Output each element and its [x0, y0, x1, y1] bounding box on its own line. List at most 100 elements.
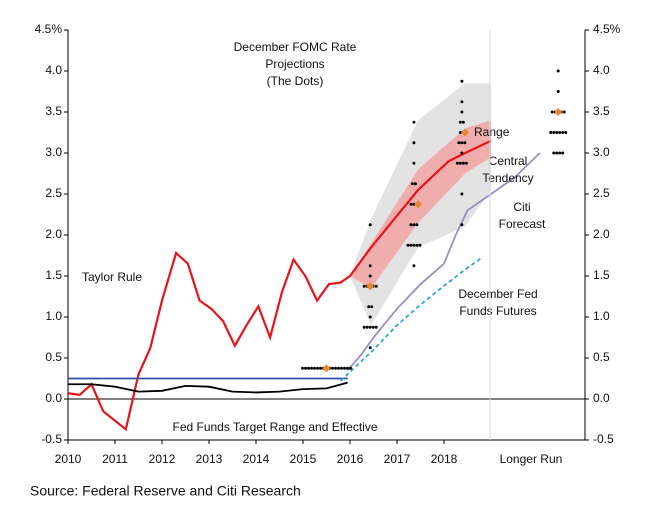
projection-dot — [558, 131, 562, 134]
projection-dot — [368, 274, 372, 278]
projection-dot — [367, 305, 371, 309]
projection-dot — [409, 202, 413, 206]
projection-dot — [464, 161, 468, 165]
y-tick-label: 0.5 — [45, 350, 62, 364]
projection-dot — [555, 131, 559, 134]
y-tick-label: 0.0 — [45, 391, 62, 405]
median-diamond — [554, 108, 563, 116]
projection-dot — [562, 110, 566, 114]
projection-dot — [460, 192, 464, 196]
median-diamond — [461, 128, 470, 137]
y-tick-label: 2.0 — [45, 227, 62, 241]
projection-dot — [556, 90, 560, 93]
projection-dot — [412, 223, 416, 227]
y-tick-label: 4.0 — [45, 63, 62, 77]
x-tick-label: 2012 — [149, 452, 176, 466]
projection-dot — [460, 223, 464, 227]
projection-dot — [552, 151, 556, 155]
projection-dot — [340, 366, 343, 370]
series-line — [68, 381, 348, 394]
projection-dot — [331, 366, 334, 370]
annotation: Central Tendency — [482, 154, 533, 185]
y2-tick-label: 4.5% — [593, 22, 621, 36]
x-tick-label: 2010 — [55, 452, 82, 466]
projection-dot — [316, 366, 319, 370]
y2-tick-label: 1.5 — [593, 268, 610, 282]
projection-dot — [413, 182, 417, 186]
median-diamond — [414, 200, 423, 209]
x-tick-label: 2014 — [243, 452, 270, 466]
y2-tick-label: 1.0 — [593, 309, 610, 323]
projection-dot — [556, 69, 560, 73]
projection-dot — [555, 151, 559, 155]
series-line — [339, 257, 483, 382]
projection-dot — [561, 151, 565, 155]
projection-dot — [362, 284, 366, 288]
projection-dot — [406, 243, 410, 247]
projection-dot — [304, 366, 307, 370]
projection-dot — [307, 366, 310, 370]
y2-tick-label: 2.5 — [593, 186, 610, 200]
annotation: Range — [474, 125, 510, 139]
projection-dot — [457, 141, 461, 145]
projection-dot — [409, 243, 413, 247]
projection-dot — [412, 161, 416, 165]
projection-dot — [550, 110, 554, 114]
projection-dot — [564, 131, 568, 134]
y-tick-label: 2.5 — [45, 186, 62, 200]
series-line — [67, 139, 492, 432]
projection-dot — [368, 223, 372, 227]
projection-dot — [334, 366, 337, 370]
series-line — [346, 152, 541, 371]
x-tick-label: 2018 — [431, 452, 458, 466]
projection-dot — [349, 366, 352, 370]
projection-dot — [368, 264, 372, 268]
annotation: December FOMC Rate Projections (The Dots) — [234, 40, 357, 88]
y2-tick-label: 2.0 — [593, 227, 610, 241]
x-tick-label: 2013 — [196, 452, 223, 466]
projection-dot — [409, 223, 413, 227]
projection-dot — [368, 315, 372, 319]
projection-dot — [410, 182, 414, 186]
projection-dot — [549, 131, 553, 134]
projection-dot — [460, 110, 464, 114]
projection-dot — [368, 325, 372, 329]
annotation: Taylor Rule — [82, 270, 142, 284]
projection-dot — [362, 325, 366, 329]
projection-dot — [301, 366, 304, 370]
projection-dot — [455, 161, 459, 165]
projection-dot — [412, 264, 416, 268]
projection-dot — [418, 243, 422, 247]
projection-dot — [343, 366, 346, 370]
projection-dot — [461, 161, 465, 165]
projection-dot — [374, 325, 378, 329]
x-tick-label: 2017 — [384, 452, 411, 466]
y-tick-label: 4.5% — [35, 22, 63, 36]
projection-dot — [310, 366, 313, 370]
projection-dot — [412, 141, 416, 145]
projection-dot — [346, 366, 349, 370]
annotation: Citi Forecast — [499, 200, 546, 231]
projection-dot — [370, 305, 374, 309]
projection-dot — [313, 366, 316, 370]
y-tick-label: -0.5 — [41, 432, 62, 446]
annotation: Fed Funds Target Range and Effective — [172, 420, 377, 434]
projection-dot — [460, 100, 464, 104]
projection-dot — [412, 120, 416, 124]
projection-dot — [368, 346, 372, 350]
x-tick-label: 2016 — [337, 452, 364, 466]
projection-dot — [319, 366, 322, 370]
x-tick-label: 2015 — [290, 452, 317, 466]
projection-dot — [558, 151, 562, 155]
projection-dot — [461, 120, 465, 124]
projection-dot — [552, 131, 556, 134]
y-tick-label: 1.5 — [45, 268, 62, 282]
projection-dot — [458, 120, 462, 124]
projection-dot — [371, 325, 375, 329]
y2-tick-label: 0.5 — [593, 350, 610, 364]
projection-dot — [365, 325, 369, 329]
projection-dot — [561, 131, 565, 134]
source: Source: Federal Reserve and Citi Researc… — [30, 483, 301, 499]
